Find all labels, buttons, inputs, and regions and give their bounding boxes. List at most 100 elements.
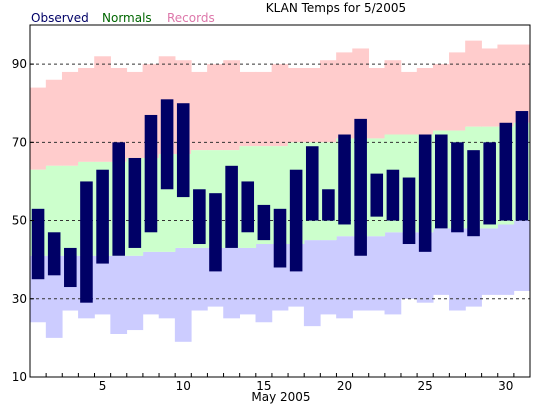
observed-bar (144, 114, 158, 233)
y-tick-label: 30 (12, 292, 27, 306)
record-high-bar (416, 68, 434, 135)
record-high-bar (61, 71, 79, 166)
observed-bar (31, 208, 45, 280)
record-high-bar (78, 68, 95, 162)
observed-bar (80, 181, 93, 303)
record-low-bar (190, 247, 208, 311)
record-low-bar (449, 228, 466, 311)
record-low-bar (384, 232, 402, 315)
record-high-bar (110, 68, 128, 162)
legend-normals: Normals (102, 11, 152, 25)
observed-bar (483, 142, 496, 225)
observed-bar (112, 142, 125, 256)
record-low-bar (465, 228, 482, 307)
observed-bar (402, 177, 416, 245)
normal-range-bar (61, 165, 79, 256)
observed-bar (64, 247, 77, 288)
record-low-bar (45, 255, 63, 338)
record-low-bar (336, 236, 353, 319)
chart-title: KLAN Temps for 5/2005 (266, 1, 406, 15)
record-high-bar (384, 60, 402, 135)
record-high-bar (255, 71, 273, 147)
x-tick-label: 20 (337, 379, 352, 393)
x-tick-label: 30 (498, 379, 513, 393)
record-high-bar (94, 56, 111, 162)
record-high-bar (400, 71, 418, 135)
observed-bar (370, 173, 384, 217)
observed-bar (322, 189, 335, 221)
y-tick-label: 90 (12, 57, 27, 71)
record-low-bar (158, 251, 176, 319)
observed-bar (451, 142, 464, 233)
x-tick-label: 25 (418, 379, 433, 393)
record-high-bar (45, 79, 63, 166)
record-high-bar (368, 68, 386, 139)
observed-bar (386, 169, 400, 221)
record-high-bar (481, 48, 499, 127)
plot-frame (29, 24, 531, 378)
observed-bar (193, 189, 206, 245)
record-high-bar (271, 64, 289, 147)
record-high-bar (352, 48, 370, 139)
record-low-bar (174, 247, 192, 342)
record-high-bar (497, 44, 515, 127)
observed-bar (418, 134, 432, 252)
record-low-bar (432, 228, 450, 295)
observed-bar (96, 169, 109, 264)
record-low-bar (94, 255, 111, 315)
observed-bar (354, 118, 367, 256)
observed-bar (225, 165, 238, 248)
record-low-bar (223, 247, 240, 319)
observed-bar (176, 103, 190, 198)
record-low-bar (513, 220, 531, 291)
observed-bar (128, 157, 142, 248)
record-high-bar (320, 60, 337, 143)
y-axis: 10 30 50 70 90 (12, 57, 34, 384)
observed-bar (289, 169, 303, 272)
observed-bar (209, 193, 222, 272)
record-low-bar (368, 236, 386, 311)
record-low-bar (255, 244, 273, 323)
observed-bar (273, 208, 287, 268)
x-tick-label: 15 (256, 379, 271, 393)
record-high-bar (336, 52, 353, 139)
y-tick-label: 70 (12, 135, 27, 149)
record-high-bar (239, 71, 257, 147)
record-low-bar (497, 224, 515, 295)
legend-records: Records (167, 11, 215, 25)
observed-bar (467, 150, 480, 237)
record-low-bar (481, 228, 499, 295)
x-axis: 5 10 15 20 25 30 (29, 373, 531, 393)
record-low-bar (142, 251, 160, 315)
record-low-bar (126, 255, 144, 331)
x-tick-label: 10 (176, 379, 191, 393)
record-high-bar (449, 52, 466, 131)
observed-bar (257, 204, 271, 241)
record-low-bar (303, 240, 321, 327)
x-axis-label: May 2005 (251, 390, 310, 404)
record-high-bar (432, 64, 450, 131)
y-tick-label: 50 (12, 214, 27, 228)
record-high-bar (190, 71, 208, 151)
record-high-bar (303, 68, 321, 143)
observed-bar (241, 181, 255, 233)
observed-bars (31, 99, 529, 303)
observed-bar (160, 99, 174, 190)
record-low-bar (320, 240, 337, 315)
observed-bar (515, 111, 529, 221)
y-tick-label: 10 (12, 370, 27, 384)
observed-bar (305, 146, 319, 221)
record-low-bar (110, 255, 128, 334)
observed-bar (338, 134, 351, 225)
record-high-bar (287, 68, 305, 143)
record-high-bar (465, 40, 482, 127)
legend-observed: Observed (31, 11, 89, 25)
record-high-bar (207, 64, 224, 151)
record-high-bar (223, 60, 240, 151)
record-low-bar (239, 247, 257, 315)
x-tick-label: 5 (99, 379, 107, 393)
observed-bar (499, 122, 513, 221)
record-high-bar (29, 87, 47, 170)
record-low-bar (400, 232, 418, 299)
